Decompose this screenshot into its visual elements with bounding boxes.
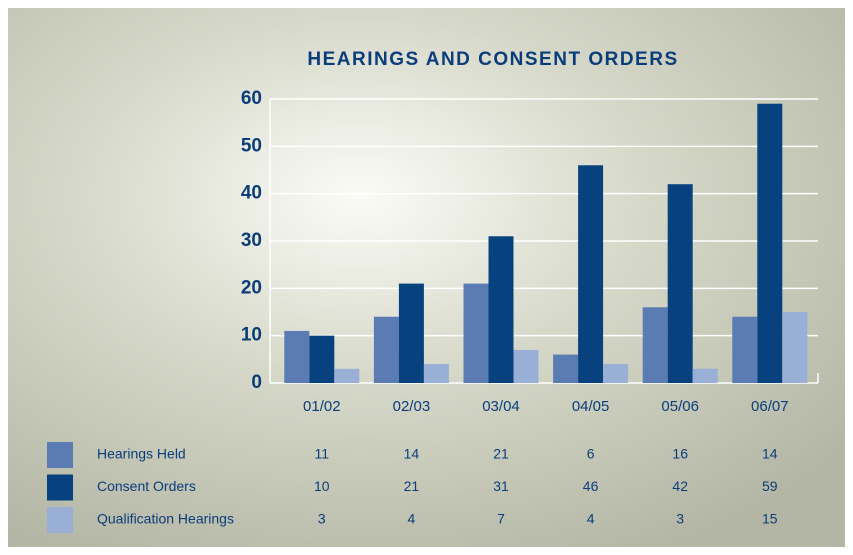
table-value: 14: [762, 446, 778, 462]
bar: [757, 103, 783, 383]
table-value: 6: [587, 446, 595, 462]
table-value: 3: [318, 511, 326, 527]
table-value: 42: [672, 478, 688, 494]
table-value: 31: [493, 478, 509, 494]
bar: [463, 283, 489, 383]
table-value: 14: [404, 446, 420, 462]
y-tick-label: 60: [241, 88, 262, 109]
y-tick-label: 10: [241, 325, 262, 346]
bar: [284, 330, 310, 383]
table-value: 59: [762, 478, 778, 494]
bar: [667, 184, 693, 383]
x-tick-label: 01/02: [303, 398, 341, 415]
y-tick-label: 40: [241, 183, 262, 204]
x-tick-label: 06/07: [751, 398, 789, 415]
table-value: 4: [587, 511, 595, 527]
legend-label: Qualification Hearings: [97, 511, 234, 527]
table-value: 21: [404, 478, 420, 494]
table-value: 11: [315, 446, 330, 462]
legend-swatch: [47, 507, 73, 533]
bar: [309, 335, 335, 383]
bar: [782, 312, 808, 383]
bar: [513, 349, 539, 383]
bar: [373, 316, 399, 383]
table-value: 4: [408, 511, 416, 527]
bar: [423, 364, 449, 383]
bar: [398, 283, 424, 383]
legend-swatch: [47, 474, 73, 501]
x-tick-label: 02/03: [393, 398, 431, 415]
legend-label: Consent Orders: [97, 478, 196, 494]
table-value: 21: [493, 446, 509, 462]
table-value: 15: [762, 511, 778, 527]
legend-label: Hearings Held: [97, 446, 186, 462]
bar: [732, 316, 758, 383]
x-tick-label: 04/05: [572, 398, 610, 415]
bar: [553, 354, 579, 383]
bar: [334, 368, 360, 383]
table-value: 46: [583, 478, 599, 494]
bar: [692, 368, 718, 383]
bar: [603, 364, 629, 383]
bar: [488, 236, 514, 383]
y-tick-label: 20: [241, 277, 262, 298]
table-value: 3: [676, 511, 684, 527]
table-value: 7: [497, 511, 505, 527]
bar: [578, 165, 604, 383]
chart-title: HEARINGS AND CONSENT ORDERS: [307, 49, 678, 70]
legend-swatch: [47, 442, 73, 468]
y-tick-label: 50: [241, 135, 262, 156]
y-tick-label: 0: [251, 372, 262, 393]
table-value: 16: [672, 446, 688, 462]
background: [8, 8, 845, 547]
bar: [642, 307, 668, 383]
y-tick-label: 30: [241, 230, 262, 251]
table-value: 10: [314, 478, 330, 494]
x-tick-label: 05/06: [661, 398, 699, 415]
x-tick-label: 03/04: [482, 398, 520, 415]
